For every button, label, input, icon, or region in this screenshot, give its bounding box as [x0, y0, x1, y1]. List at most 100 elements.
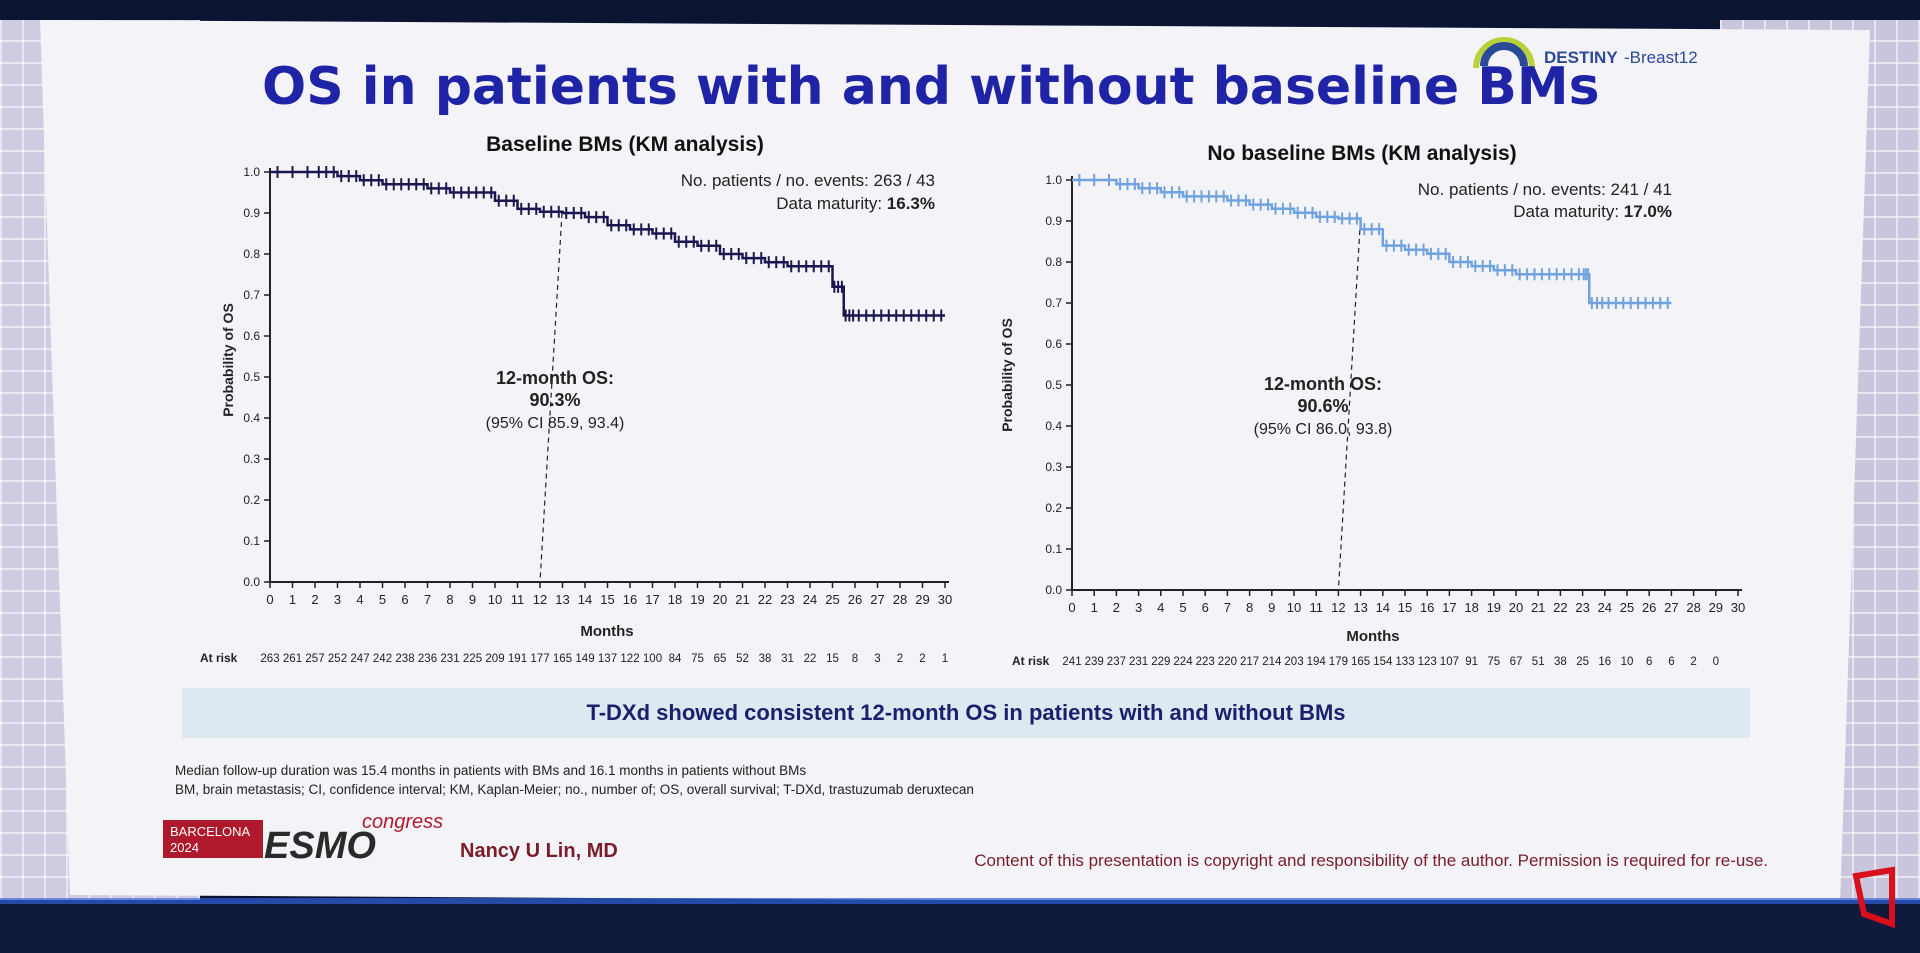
at-risk-value: 209: [485, 653, 504, 665]
n-summary: No. patients / no. events: 263 / 43: [681, 171, 935, 190]
x-tick-label: 12: [533, 592, 547, 607]
at-risk-value: 8: [852, 653, 858, 665]
at-risk-value: 257: [305, 653, 324, 665]
at-risk-value: 0: [1713, 656, 1719, 668]
y-tick-label: 0.0: [1045, 583, 1062, 597]
at-risk-value: 2: [897, 653, 903, 665]
chart-title: Baseline BMs (KM analysis): [486, 133, 764, 156]
at-risk-value: 237: [1107, 656, 1126, 668]
brand-arc-icon: [1473, 37, 1535, 69]
at-risk-value: 236: [418, 653, 437, 665]
y-tick-label: 0.0: [243, 575, 260, 589]
y-tick-label: 0.1: [1045, 542, 1062, 556]
at-risk-value: 217: [1240, 656, 1259, 668]
at-risk-value: 133: [1395, 656, 1414, 668]
footnote-abbreviations: BM, brain metastasis; CI, confidence int…: [175, 782, 974, 797]
x-tick-label: 28: [893, 592, 907, 607]
chart-baseline-bms: Baseline BMs (KM analysis) No. patients …: [200, 133, 952, 665]
twelve-month-marker: [1337, 220, 1361, 591]
destiny-logo: DESTINY -Breast12: [1473, 37, 1698, 69]
chart-marks: 0.00.10.20.30.40.50.60.70.80.91.00 1 2 3 4 5 6…: [243, 165, 952, 665]
x-tick-label: 3: [1135, 600, 1142, 615]
y-tick-label: 0.2: [243, 493, 260, 507]
at-risk-value: 51: [1532, 656, 1545, 668]
esmo-red-block: [163, 820, 263, 858]
x-tick-label: 13: [1353, 600, 1367, 615]
at-risk-value: 261: [283, 653, 302, 665]
congress-city: BARCELONA: [170, 824, 251, 839]
at-risk-value: 231: [1129, 656, 1148, 668]
at-risk-value: 75: [1487, 656, 1500, 668]
at-risk-value: 154: [1373, 656, 1393, 668]
y-tick-label: 0.3: [243, 452, 260, 466]
at-risk-value: 203: [1284, 656, 1303, 668]
at-risk-value: 6: [1668, 656, 1674, 668]
y-tick-label: 0.7: [1045, 296, 1062, 310]
x-tick-label: 15: [600, 592, 614, 607]
chart-no-baseline-bms: No baseline BMs (KM analysis) No. patien…: [999, 142, 1745, 668]
y-tick-label: 0.5: [1045, 378, 1062, 392]
x-tick-label: 2: [311, 592, 318, 607]
at-risk-value: 191: [508, 653, 527, 665]
x-tick-label: 4: [1157, 600, 1164, 615]
x-tick-label: 27: [870, 592, 884, 607]
chart-title: No baseline BMs (KM analysis): [1207, 142, 1516, 165]
at-risk-value: 263: [260, 653, 279, 665]
y-tick-label: 0.4: [243, 411, 260, 425]
x-tick-label: 16: [1420, 600, 1434, 615]
x-tick-label: 11: [1309, 600, 1323, 615]
x-tick-label: 29: [915, 592, 929, 607]
x-tick-label: 19: [1487, 600, 1501, 615]
presenter-name: Nancy U Lin, MD: [460, 840, 618, 862]
y-tick-label: 0.1: [243, 534, 260, 548]
y-tick-label: 0.7: [243, 288, 260, 302]
at-risk-value: 6: [1646, 656, 1652, 668]
y-tick-label: 0.9: [243, 206, 260, 220]
at-risk-value: 223: [1196, 656, 1215, 668]
x-tick-label: 24: [1598, 600, 1612, 615]
x-tick-label: 22: [1553, 600, 1567, 615]
at-risk-value: 67: [1510, 656, 1523, 668]
at-risk-value: 91: [1465, 656, 1478, 668]
at-risk-value: 2: [919, 653, 925, 665]
x-tick-label: 19: [690, 592, 704, 607]
y-axis-label: Probability of OS: [220, 303, 236, 417]
at-risk-value: 137: [598, 653, 617, 665]
at-risk-value: 84: [669, 653, 682, 665]
at-risk-value: 149: [575, 653, 594, 665]
x-tick-label: 8: [1246, 600, 1253, 615]
x-tick-label: 17: [1442, 600, 1456, 615]
at-risk-value: 65: [714, 653, 727, 665]
x-tick-label: 5: [1179, 600, 1186, 615]
at-risk-value: 179: [1329, 656, 1348, 668]
annotation-label: 12-month OS:: [496, 368, 614, 388]
maturity-value: 16.3%: [887, 194, 935, 213]
footnote-followup: Median follow-up duration was 15.4 month…: [175, 763, 806, 778]
at-risk-value: 100: [643, 653, 662, 665]
y-tick-label: 0.3: [1045, 460, 1062, 474]
at-risk-value: 25: [1576, 656, 1589, 668]
at-risk-value: 239: [1085, 656, 1104, 668]
x-tick-label: 2: [1113, 600, 1120, 615]
twelve-month-marker: [539, 212, 563, 583]
x-tick-label: 13: [555, 592, 569, 607]
at-risk-value: 31: [781, 653, 794, 665]
at-risk-value: 123: [1418, 656, 1437, 668]
brand-name: DESTINY: [1544, 48, 1618, 67]
congress-year: 2024: [170, 840, 199, 855]
y-tick-label: 0.9: [1045, 214, 1062, 228]
x-tick-label: 26: [1642, 600, 1656, 615]
x-tick-label: 14: [578, 592, 592, 607]
y-tick-label: 1.0: [243, 165, 260, 179]
at-risk-value: 241: [1062, 656, 1081, 668]
at-risk-value: 3: [874, 653, 880, 665]
stage-light-strip: [0, 898, 1920, 904]
at-risk-value: 238: [395, 653, 414, 665]
x-tick-label: 24: [803, 592, 817, 607]
x-tick-label: 7: [424, 592, 431, 607]
y-tick-label: 0.6: [1045, 337, 1062, 351]
x-tick-label: 4: [356, 592, 363, 607]
at-risk-value: 165: [1351, 656, 1370, 668]
x-tick-label: 7: [1224, 600, 1231, 615]
